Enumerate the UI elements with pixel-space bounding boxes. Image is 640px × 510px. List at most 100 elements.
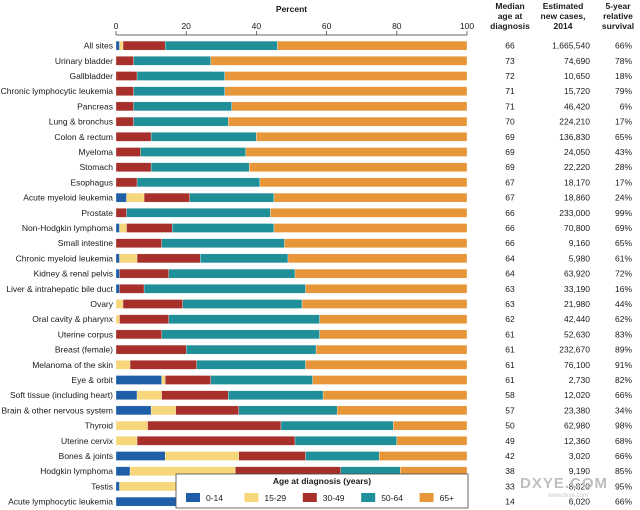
legend-label: 15-29 [264,493,286,503]
new-cases-value: 233,000 [559,208,590,218]
bar-segment [126,192,145,203]
table-header: survival [602,21,634,31]
new-cases-value: 62,980 [564,421,590,431]
category-label: Brain & other nervous system [2,405,114,415]
bar-segment [315,344,468,355]
median-age-value: 67 [505,193,515,203]
survival-value: 66% [615,497,632,507]
category-label: Testis [91,481,113,491]
survival-value: 78% [615,56,632,66]
new-cases-value: 2,730 [569,375,591,385]
category-label: Stomach [79,162,113,172]
bar-segment [119,40,124,51]
bar-segment [294,268,468,279]
median-age-value: 70 [505,117,515,127]
bar-segment [168,268,296,279]
bar-segment [115,420,148,431]
bar-segment [119,253,138,264]
bar-segment [115,268,120,279]
new-cases-value: 224,210 [559,117,590,127]
table-header: Estimated [543,1,584,11]
survival-value: 85% [615,466,632,476]
survival-value: 68% [615,436,632,446]
median-age-value: 49 [505,436,515,446]
x-tick-label: 80 [392,21,402,31]
bar-segment [115,405,152,416]
median-age-value: 64 [505,269,515,279]
bar-segment [294,436,397,446]
new-cases-value: 24,050 [564,147,590,157]
bar-segment [161,329,320,340]
new-cases-value: 3,020 [569,451,591,461]
table-header: new cases, [541,11,586,21]
new-cases-value: 15,720 [564,86,590,96]
bar-segment [115,177,138,188]
bar-segment [133,86,225,96]
category-label: All sites [84,41,113,51]
legend-box [175,473,469,509]
bar-segment [115,147,141,157]
survival-value: 82% [615,375,632,385]
bar-segment [396,436,468,446]
median-age-value: 50 [505,421,515,431]
survival-value: 28% [615,162,632,172]
table-header: relative [603,11,633,21]
median-age-value: 63 [505,284,515,294]
survival-value: 72% [615,269,632,279]
category-label: Esophagus [70,177,113,187]
legend-label: 50-64 [381,493,403,503]
bar-segment [284,238,468,248]
survival-value: 99% [615,208,632,218]
bar-segment [115,314,120,324]
category-label: Eye & orbit [71,375,113,385]
legend-label: 30-49 [323,493,345,503]
new-cases-value: 70,800 [564,223,590,233]
survival-value: 95% [615,481,632,491]
bar-segment [319,329,468,340]
bar-segment [115,132,152,142]
bar-segment [150,162,250,172]
bar-segment [305,360,468,370]
median-age-value: 61 [505,345,515,355]
median-age-value: 66 [505,41,515,51]
bar-segment [143,284,306,294]
median-age-value: 66 [505,223,515,233]
bar-segment [228,116,468,127]
category-label: Pancreas [77,101,113,111]
survival-value: 17% [615,117,632,127]
table-header: Median [495,1,524,11]
bar-segment [224,86,468,96]
survival-value: 61% [615,253,632,263]
survival-value: 66% [615,41,632,51]
bar-segment [245,147,468,157]
bar-segment [115,481,120,492]
watermark-subtext: www.dxye.com [547,493,588,499]
median-age-value: 63 [505,299,515,309]
bar-segment [147,420,282,431]
bar-segment [115,192,127,203]
bar-segment [115,344,187,355]
survival-value: 34% [615,405,632,415]
bar-segment [126,208,271,218]
table-header: age at [498,11,523,21]
bar-segment [136,177,261,188]
category-label: Bones & joints [59,451,113,461]
median-age-value: 72 [505,71,515,81]
bar-segment [161,390,229,400]
new-cases-value: 9,190 [569,466,591,476]
bar-segment [143,192,190,203]
category-label: Chronic lymphocytic leukemia [1,86,114,96]
survival-value: 98% [615,421,632,431]
bar-segment [115,253,120,264]
bar-segment [115,40,120,51]
bar-segment [115,56,134,66]
bar-segment [115,223,120,233]
survival-value: 43% [615,147,632,157]
category-label: Lung & bronchus [49,117,113,127]
category-label: Kidney & renal pelvis [34,269,113,279]
bar-segment [161,238,285,248]
watermark-text: DXYE.COM [520,475,608,492]
median-age-value: 66 [505,208,515,218]
survival-value: 66% [615,451,632,461]
